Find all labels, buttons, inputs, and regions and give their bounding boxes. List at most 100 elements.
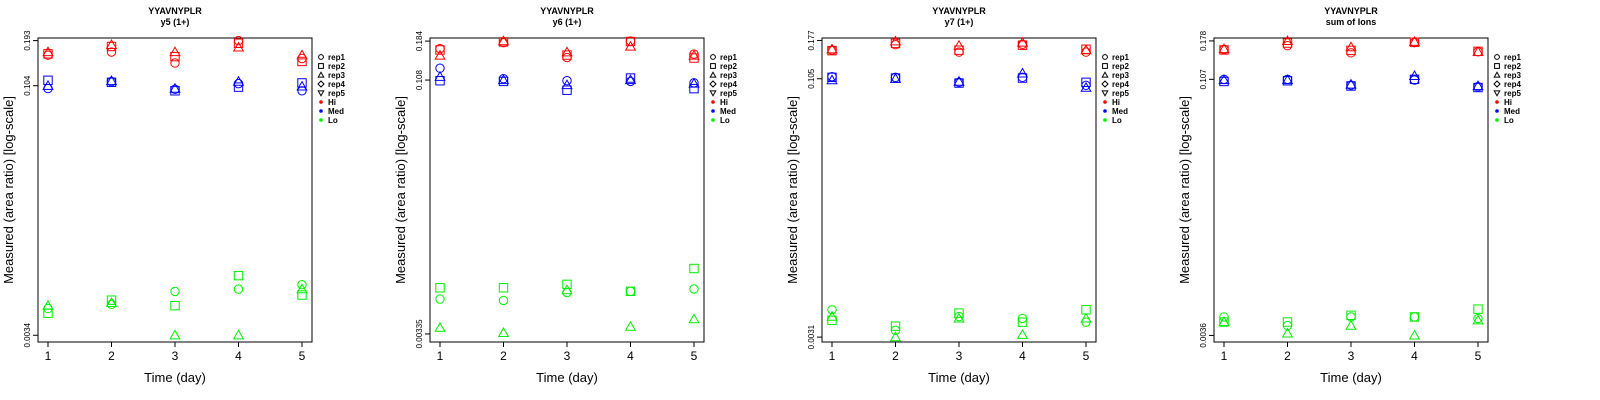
legend-label: rep2 — [328, 62, 345, 71]
data-point-med-day3-rep3 — [1345, 78, 1357, 89]
x-tick-label: 1 — [1221, 349, 1228, 363]
legend-marker-rep1 — [1494, 54, 1500, 60]
data-point-med-day1-rep2 — [827, 72, 837, 83]
data-point-med-day2-rep2 — [498, 76, 509, 87]
data-point-lo-day3-rep3 — [169, 329, 181, 340]
chart-title: YYAVNYPLR — [1324, 6, 1378, 16]
data-point-hi-day2-rep3 — [105, 39, 118, 50]
legend-label: rep4 — [1112, 80, 1129, 89]
data-point-med-day4-rep2 — [233, 82, 244, 92]
legend-label: rep3 — [720, 71, 737, 80]
data-point-hi-day2-rep3 — [1281, 35, 1294, 46]
legend-marker-rep5 — [1101, 90, 1109, 97]
data-point-lo-day4-rep3 — [1408, 329, 1421, 340]
data-points — [42, 35, 308, 340]
x-tick-label: 2 — [500, 349, 507, 363]
x-tick-label: 3 — [1348, 349, 1355, 363]
data-point-hi-day5-rep2 — [297, 56, 307, 67]
legend-marker-rep5 — [709, 90, 717, 97]
data-point-lo-day3-rep2 — [954, 308, 964, 318]
data-point-lo-day3-rep2 — [1346, 310, 1356, 320]
chart-title: YYAVNYPLR — [932, 6, 986, 16]
x-tick-label: 5 — [1083, 349, 1090, 363]
data-point-hi-day2-rep2 — [498, 37, 509, 47]
legend-label: rep4 — [328, 80, 345, 89]
y-tick-label: 0.105 — [807, 68, 816, 89]
legend-marker-hi — [319, 100, 323, 104]
data-point-hi-day3-rep3 — [1345, 41, 1357, 52]
legend-label: Hi — [1504, 98, 1512, 107]
data-point-lo-day4-rep3 — [624, 320, 637, 331]
data-point-lo-day3-rep2 — [170, 300, 180, 311]
legend-marker-rep2 — [1494, 63, 1500, 69]
data-point-med-day2-rep3 — [105, 75, 118, 86]
data-point-hi-day5-rep3 — [688, 49, 700, 60]
data-point-med-day4-rep2 — [1017, 73, 1028, 83]
data-point-lo-day5-rep2 — [689, 263, 699, 274]
legend-label: rep3 — [1504, 71, 1521, 80]
data-point-lo-day4-rep2 — [1409, 312, 1420, 322]
data-point-lo-day2-rep3 — [889, 331, 902, 342]
y-tick-label: 0.00335 — [415, 319, 424, 348]
legend-marker-rep5 — [317, 90, 325, 97]
data-point-med-day1-rep3 — [42, 79, 54, 90]
data-point-med-day3-rep2 — [954, 78, 964, 88]
data-point-med-day1-rep3 — [1218, 74, 1230, 85]
y-tick-label: 0.0036 — [1199, 323, 1208, 348]
y-tick-label: 0.108 — [415, 70, 424, 91]
data-point-lo-day5-rep1 — [1473, 313, 1483, 324]
data-point-hi-day5-rep1 — [1081, 47, 1091, 57]
data-point-hi-day3-rep3 — [953, 39, 965, 50]
legend-label: Hi — [328, 98, 336, 107]
data-point-med-day5-rep2 — [1081, 77, 1091, 88]
legend-marker-rep3 — [317, 71, 325, 78]
x-tick-label: 4 — [1411, 349, 1418, 363]
legend-label: rep2 — [720, 62, 737, 71]
data-point-med-day1-rep3 — [434, 70, 446, 81]
legend-marker-rep3 — [1493, 71, 1501, 78]
legend-marker-rep4 — [709, 80, 717, 88]
data-point-hi-day2-rep1 — [1282, 41, 1293, 51]
data-point-lo-day4-rep1 — [625, 286, 636, 297]
legend-label: Hi — [720, 98, 728, 107]
data-point-hi-day4-rep3 — [1016, 36, 1029, 47]
data-point-med-day2-rep3 — [497, 74, 510, 85]
data-point-hi-day4-rep2 — [233, 38, 244, 48]
legend-marker-rep3 — [709, 71, 717, 78]
legend-marker-hi — [1495, 100, 1499, 104]
x-tick-label: 4 — [235, 349, 242, 363]
data-point-med-day4-rep2 — [625, 73, 636, 83]
legend-marker-rep4 — [317, 80, 325, 88]
y-tick-label: 0.184 — [415, 31, 424, 52]
data-point-lo-day2-rep3 — [105, 297, 118, 307]
legend-marker-hi — [711, 100, 715, 104]
data-point-hi-day3-rep2 — [170, 51, 180, 62]
legend-label: rep4 — [1504, 80, 1521, 89]
data-point-lo-day4-rep1 — [233, 284, 244, 294]
y-tick-label: 0.107 — [1199, 69, 1208, 90]
y-axis-label: Measured (area ratio) [log-scale] — [393, 96, 408, 284]
data-point-med-day4-rep1 — [233, 78, 244, 89]
legend-marker-rep1 — [710, 54, 716, 60]
legend-marker-rep4 — [1101, 80, 1109, 88]
legend-label: rep1 — [328, 53, 345, 62]
data-point-lo-day2-rep2 — [1282, 317, 1293, 327]
chart-subtitle: y6 (1+) — [553, 17, 582, 27]
data-point-lo-day3-rep3 — [953, 312, 965, 323]
data-point-hi-day3-rep1 — [170, 58, 180, 68]
data-point-lo-day1-rep3 — [1218, 316, 1230, 327]
data-point-lo-day5-rep1 — [689, 284, 699, 294]
data-point-med-day4-rep1 — [625, 76, 636, 87]
data-point-hi-day2-rep1 — [106, 47, 117, 57]
legend-label: rep5 — [1504, 89, 1521, 98]
data-point-hi-day3-rep1 — [1346, 48, 1356, 58]
x-tick-label: 4 — [627, 349, 634, 363]
x-tick-label: 2 — [108, 349, 115, 363]
legend-label: Lo — [720, 116, 730, 125]
data-point-med-day4-rep3 — [1016, 67, 1029, 78]
data-point-med-day5-rep3 — [296, 80, 308, 91]
legend-marker-rep1 — [1102, 54, 1108, 60]
